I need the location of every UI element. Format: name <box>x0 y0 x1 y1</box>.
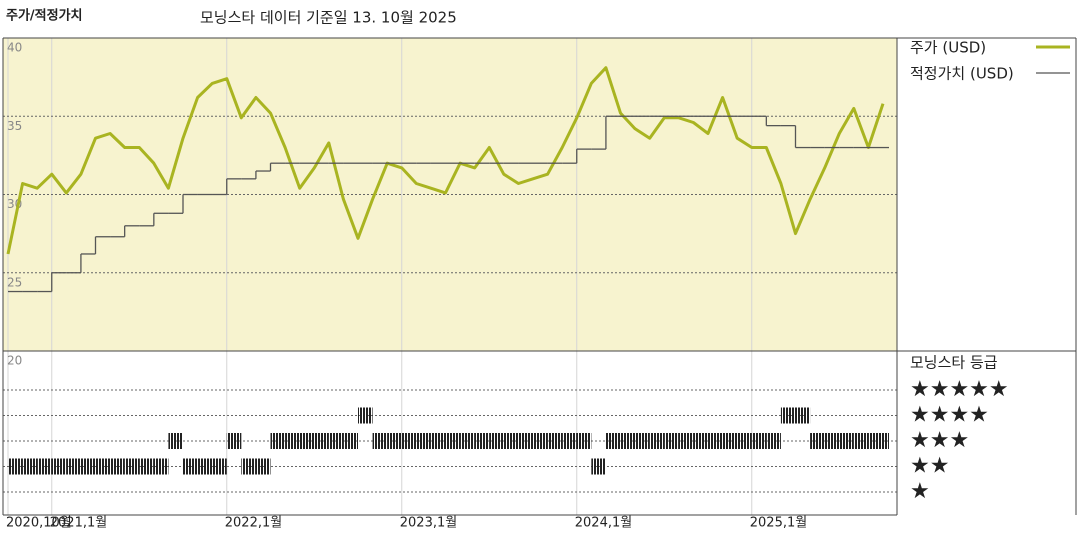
rating-bar <box>708 433 723 449</box>
rating-bar <box>358 407 373 424</box>
rating-bar <box>314 433 329 449</box>
rating-bar <box>795 407 811 424</box>
rating-bar <box>766 433 781 449</box>
rating-bar <box>664 433 679 449</box>
rating-bar <box>22 458 38 475</box>
rating-label: ★ <box>910 479 930 504</box>
rating-bar <box>868 433 883 449</box>
y-tick-label: 25 <box>7 275 22 289</box>
rating-bar <box>693 433 708 449</box>
rating-bar <box>328 433 344 449</box>
rating-bar <box>518 433 533 449</box>
legend-label: 적정가치 (USD) <box>910 65 1014 83</box>
rating-bar <box>372 433 388 449</box>
rating-bar <box>751 433 767 449</box>
y-tick-label: 35 <box>7 119 22 133</box>
rating-bar <box>401 433 417 449</box>
rating-bar <box>95 458 111 475</box>
rating-bar <box>255 458 271 475</box>
rating-bar <box>37 458 52 475</box>
rating-bar <box>139 458 154 475</box>
rating-bar <box>168 433 183 449</box>
x-tick-label: 2020,10월 <box>6 516 72 531</box>
rating-bar <box>430 433 446 449</box>
rating-title: 모닝스타 등급 <box>910 354 998 372</box>
rating-bar <box>533 433 548 449</box>
x-tick-label: 2021,1월 <box>50 516 107 531</box>
chart-subtitle: 모닝스타 데이터 기준일 13. 10월 2025 <box>200 9 457 27</box>
rating-bar <box>299 433 315 449</box>
rating-bar <box>51 458 67 475</box>
rating-bar <box>678 433 694 449</box>
rating-bar <box>576 433 592 449</box>
rating-bar <box>620 433 636 449</box>
y-tick-label: 40 <box>7 41 22 55</box>
rating-bar <box>197 458 213 475</box>
rating-bar <box>80 458 96 475</box>
rating-bar <box>810 433 825 449</box>
rating-bar <box>270 433 286 449</box>
rating-bar <box>226 433 242 449</box>
rating-bar <box>649 433 665 449</box>
rating-bar <box>153 458 169 475</box>
rating-bar <box>110 458 125 475</box>
rating-bar <box>212 458 227 475</box>
rating-bar <box>489 433 504 449</box>
price-line <box>6 66 885 255</box>
rating-bar <box>780 407 796 424</box>
rating-bar <box>460 433 475 449</box>
rating-label: ★★★ <box>910 428 969 453</box>
rating-bar <box>824 433 840 449</box>
rating-bar <box>445 433 461 449</box>
rating-bar <box>839 433 854 449</box>
rating-bar <box>343 433 358 449</box>
rating-bar <box>547 433 563 449</box>
rating-bar <box>605 433 621 449</box>
rating-bar <box>241 458 256 475</box>
rating-bar <box>853 433 869 449</box>
rating-bar <box>416 433 431 449</box>
rating-bar <box>8 458 23 475</box>
x-tick-label: 2025,1월 <box>750 516 807 531</box>
rating-bar <box>285 433 300 449</box>
chart-title: 주가/적정가치 <box>6 8 83 24</box>
x-tick-label: 2023,1월 <box>400 516 457 531</box>
rating-bar <box>183 458 198 475</box>
rating-bar <box>124 458 140 475</box>
rating-label: ★★ <box>910 454 949 479</box>
x-tick-label: 2024,1월 <box>575 516 632 531</box>
rating-bar <box>387 433 402 449</box>
rating-bar <box>474 433 490 449</box>
rating-bar <box>722 433 738 449</box>
rating-bar <box>503 433 519 449</box>
rating-bar <box>66 458 81 475</box>
price-panel <box>3 38 897 351</box>
y-tick-label: 20 <box>7 354 22 368</box>
rating-bar <box>737 433 752 449</box>
rating-label: ★★★★★ <box>910 377 1009 402</box>
rating-bar <box>591 458 606 475</box>
rating-bar <box>562 433 577 449</box>
rating-bar <box>635 433 650 449</box>
rating-bar <box>883 433 889 449</box>
rating-label: ★★★★ <box>910 403 989 428</box>
x-tick-label: 2022,1월 <box>225 516 282 531</box>
legend-label: 주가 (USD) <box>910 39 986 57</box>
